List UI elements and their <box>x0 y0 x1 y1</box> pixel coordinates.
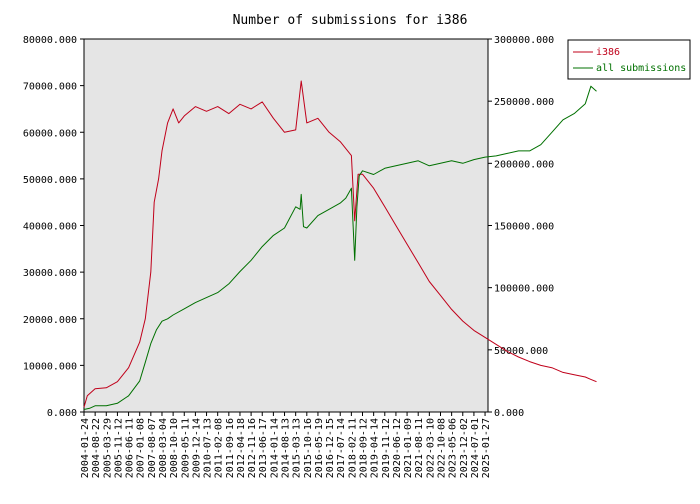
y-right-tick-label: 0.000 <box>494 408 524 419</box>
x-tick-label: 2006-06-11 <box>125 418 136 478</box>
y-left-tick-label: 50000.000 <box>23 175 77 186</box>
x-tick-label: 2018-09-12 <box>359 418 370 478</box>
legend-box <box>567 39 691 80</box>
y-right-tick-label: 100000.000 <box>494 284 554 295</box>
x-tick-label: 2012-04-18 <box>236 418 247 478</box>
y-right-tick-label: 150000.000 <box>494 222 554 233</box>
y-axis-left: 0.000 10000.000 20000.000 30000.000 40000.00… <box>23 35 84 419</box>
x-tick-label: 2008-03-04 <box>158 418 169 478</box>
legend-label-all-submissions: all submissions <box>596 63 686 74</box>
x-tick-label: 2010-07-13 <box>203 418 214 478</box>
x-tick-label: 2005-11-12 <box>113 418 124 478</box>
x-tick-label: 2012-11-16 <box>247 418 258 478</box>
x-tick-label: 2019-04-14 <box>370 418 381 478</box>
x-tick-label: 2020-06-12 <box>392 418 403 478</box>
x-tick-label: 2007-01-08 <box>136 418 147 478</box>
x-tick-label: 2014-01-14 <box>269 418 280 478</box>
x-tick-label: 2011-09-16 <box>225 418 236 478</box>
x-tick-label: 2015-03-13 <box>292 418 303 478</box>
x-tick-label: 2021-01-09 <box>403 418 414 478</box>
y-right-tick-label: 300000.000 <box>494 35 554 46</box>
x-tick-label: 2011-02-08 <box>214 418 225 478</box>
y-left-tick-label: 60000.000 <box>23 128 77 139</box>
y-left-tick-label: 30000.000 <box>23 268 77 279</box>
x-tick-label: 2016-05-19 <box>314 418 325 478</box>
x-tick-label: 2007-08-07 <box>147 418 158 478</box>
y-left-tick-label: 10000.000 <box>23 361 77 372</box>
x-tick-label: 2021-08-11 <box>414 418 425 478</box>
series-line-all-submissions <box>83 85 597 410</box>
y-left-tick-label: 0.000 <box>47 408 77 419</box>
x-tick-label: 2004-01-24 <box>80 418 91 478</box>
x-tick-label: 2009-05-11 <box>180 418 191 478</box>
y-right-tick-label: 200000.000 <box>494 159 554 170</box>
x-tick-label: 2014-08-13 <box>281 418 292 478</box>
legend: i386 all submissions <box>567 39 691 80</box>
x-tick-label: 2004-08-22 <box>91 418 102 478</box>
x-tick-label: 2024-07-01 <box>470 418 481 478</box>
x-axis: 2004-01-24 2004-08-22 2005-03-29 2005-11-12… <box>80 412 492 478</box>
legend-label-i386: i386 <box>596 47 620 58</box>
x-tick-label: 2016-12-15 <box>325 418 336 478</box>
series-layer <box>83 80 597 410</box>
x-tick-label: 2018-02-11 <box>347 418 358 478</box>
y-right-tick-label: 50000.000 <box>494 346 548 357</box>
y-left-tick-label: 70000.000 <box>23 82 77 93</box>
x-tick-label: 2023-12-02 <box>459 418 470 478</box>
x-tick-label: 2025-01-27 <box>481 418 492 478</box>
x-tick-label: 2023-05-06 <box>448 418 459 478</box>
y-left-tick-label: 20000.000 <box>23 315 77 326</box>
y-right-tick-label: 250000.000 <box>494 97 554 108</box>
x-tick-label: 2008-10-10 <box>169 418 180 478</box>
y-left-tick-label: 80000.000 <box>23 35 77 46</box>
x-tick-label: 2015-10-16 <box>303 418 314 478</box>
x-tick-label: 2022-03-10 <box>425 418 436 478</box>
y-left-tick-label: 40000.000 <box>23 222 77 233</box>
x-tick-label: 2019-11-12 <box>381 418 392 478</box>
y-axis-right: 0.000 50000.000 100000.000 150000.000 200000… <box>488 35 554 419</box>
x-tick-label: 2017-07-14 <box>336 418 347 478</box>
x-tick-label: 2009-12-14 <box>191 418 202 478</box>
x-tick-label: 2013-06-17 <box>258 418 269 478</box>
x-tick-label: 2005-03-29 <box>102 418 113 478</box>
chart-title: Number of submissions for i386 <box>233 13 468 28</box>
x-tick-label: 2022-10-08 <box>436 418 447 478</box>
series-line-i386 <box>83 80 597 408</box>
